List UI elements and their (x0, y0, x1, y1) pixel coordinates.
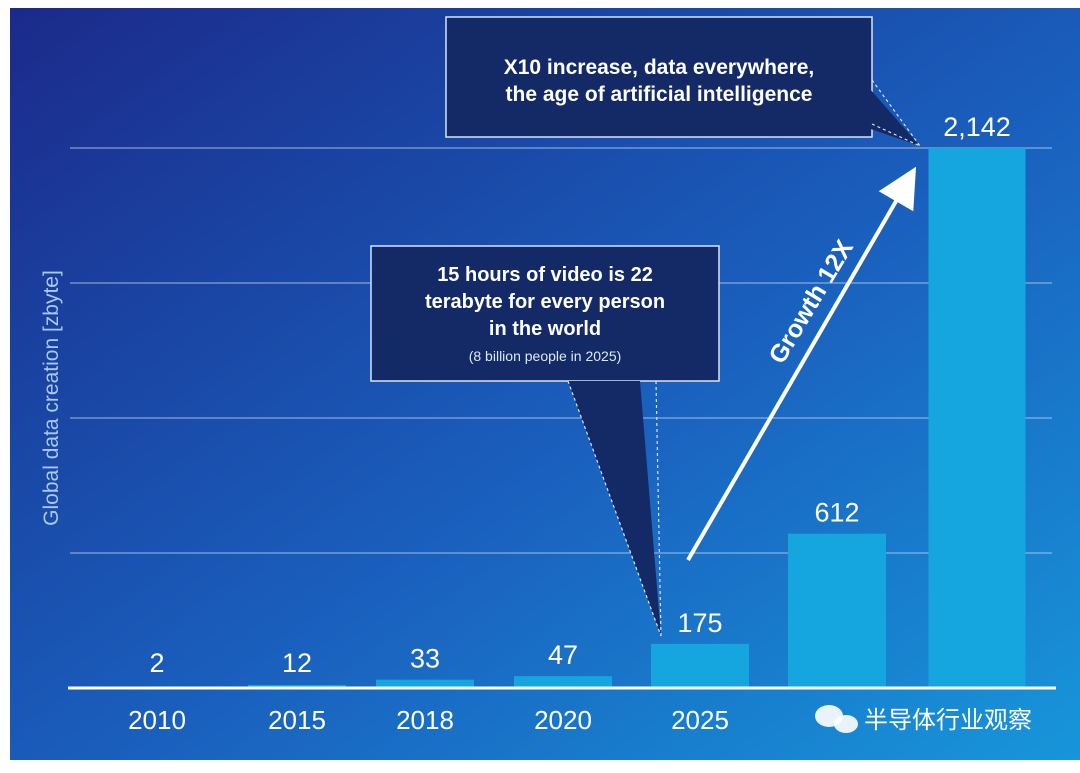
bar-2018 (376, 679, 474, 688)
x-tick-label: 2020 (534, 705, 592, 735)
top-callout-pointer-edge (871, 123, 921, 147)
bar-2020 (514, 676, 612, 688)
mid-callout-pointer-edge (655, 380, 662, 637)
bar-2015 (248, 684, 346, 688)
watermark: 半导体行业观察 (815, 705, 1032, 734)
value-labels: 2 12 33 47 175 612 2,142 (149, 112, 1010, 678)
top-callout-pointer-edge (871, 79, 921, 147)
x-tick-label: 2015 (268, 705, 326, 735)
wechat-icon-secondary (834, 715, 858, 733)
value-label: 175 (677, 608, 722, 638)
top-callout-box (445, 16, 873, 138)
top-callout-line-1: X10 increase, data everywhere, (504, 56, 815, 79)
mid-callout-line-1: 15 hours of video is 22 (437, 264, 653, 286)
bars-group (108, 148, 1026, 688)
value-label: 12 (282, 648, 312, 678)
value-label: 2,142 (943, 112, 1011, 142)
mid-callout-line-3: in the world (489, 318, 601, 340)
x-tick-labels: 2010201520182020202520302035 (128, 705, 729, 735)
top-callout-pointer (862, 80, 920, 146)
mid-callout-line-2: terabyte for every person (425, 291, 665, 313)
bar-2030 (788, 533, 886, 688)
growth-arrow (686, 166, 917, 562)
value-label: 47 (548, 640, 578, 670)
bar-2025 (651, 643, 749, 688)
x-tick-label: 2018 (396, 705, 454, 735)
watermark-text: 半导体行业观察 (864, 707, 1032, 734)
x-tick-label: 2025 (671, 705, 729, 735)
bar-2035 (928, 148, 1026, 688)
mid-callout-note: (8 billion people in 2025) (469, 348, 622, 364)
top-callout-line-2: the age of artificial intelligence (506, 83, 813, 106)
value-label: 2 (149, 648, 164, 678)
x-tick-label: 2010 (128, 705, 186, 735)
value-label: 33 (410, 644, 440, 674)
mid-callout: 15 hours of video is 22 terabyte for eve… (370, 245, 720, 637)
value-label: 612 (814, 498, 859, 528)
y-axis-label: Global data creation [zbyte] (40, 270, 63, 526)
top-callout: X10 increase, data everywhere, the age o… (445, 16, 921, 147)
mid-callout-box (370, 245, 720, 382)
